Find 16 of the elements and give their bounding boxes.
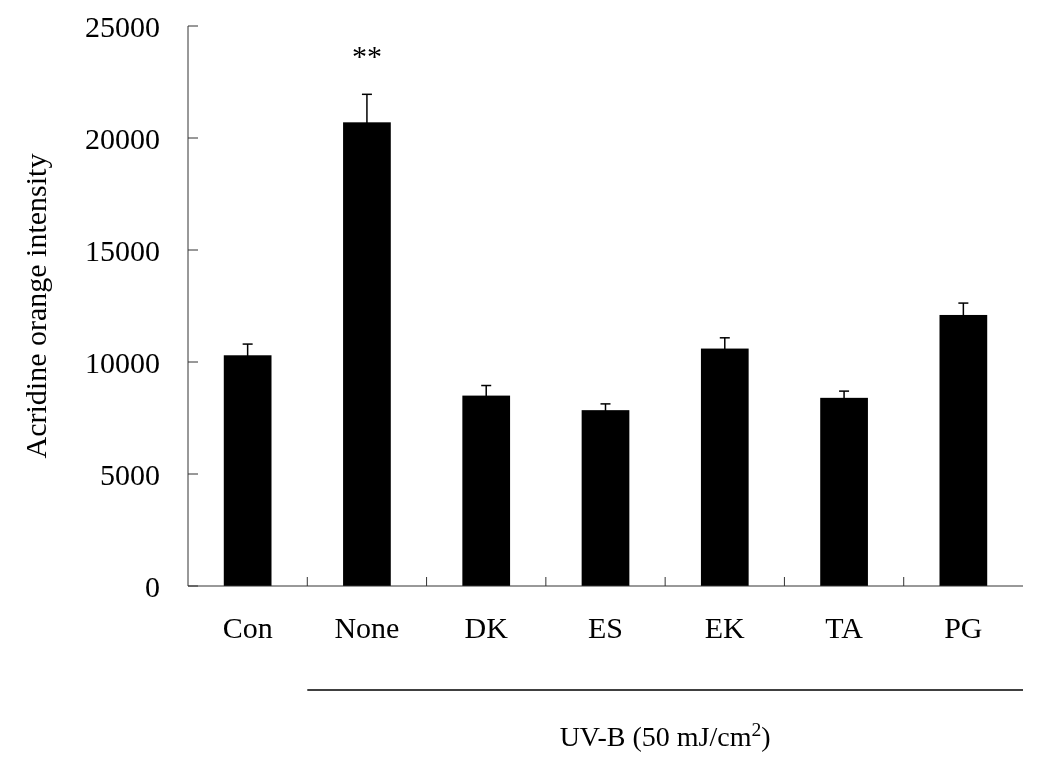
x-tick-label: None bbox=[334, 611, 400, 644]
y-tick-label: 10000 bbox=[85, 345, 160, 379]
x-tick-label: Con bbox=[222, 611, 273, 644]
y-tick-label: 25000 bbox=[85, 9, 160, 43]
x-tick-label: PG bbox=[944, 611, 983, 644]
y-tick-label: 15000 bbox=[85, 233, 160, 267]
y-tick-label: 20000 bbox=[85, 121, 160, 155]
x-tick-label: TA bbox=[825, 611, 864, 644]
annotation: ** bbox=[351, 39, 382, 73]
x-tick-label: DK bbox=[464, 611, 509, 644]
y-axis-title: Acridine orange intensity bbox=[19, 153, 52, 459]
y-tick-label: 5000 bbox=[100, 457, 160, 491]
x-tick-label: ES bbox=[587, 611, 624, 644]
x-axis-title: UV-B (50 mJ/cm$^{2}$) bbox=[559, 718, 771, 752]
y-tick-label: 0 bbox=[145, 569, 160, 603]
x-tick-label: EK bbox=[704, 611, 746, 644]
